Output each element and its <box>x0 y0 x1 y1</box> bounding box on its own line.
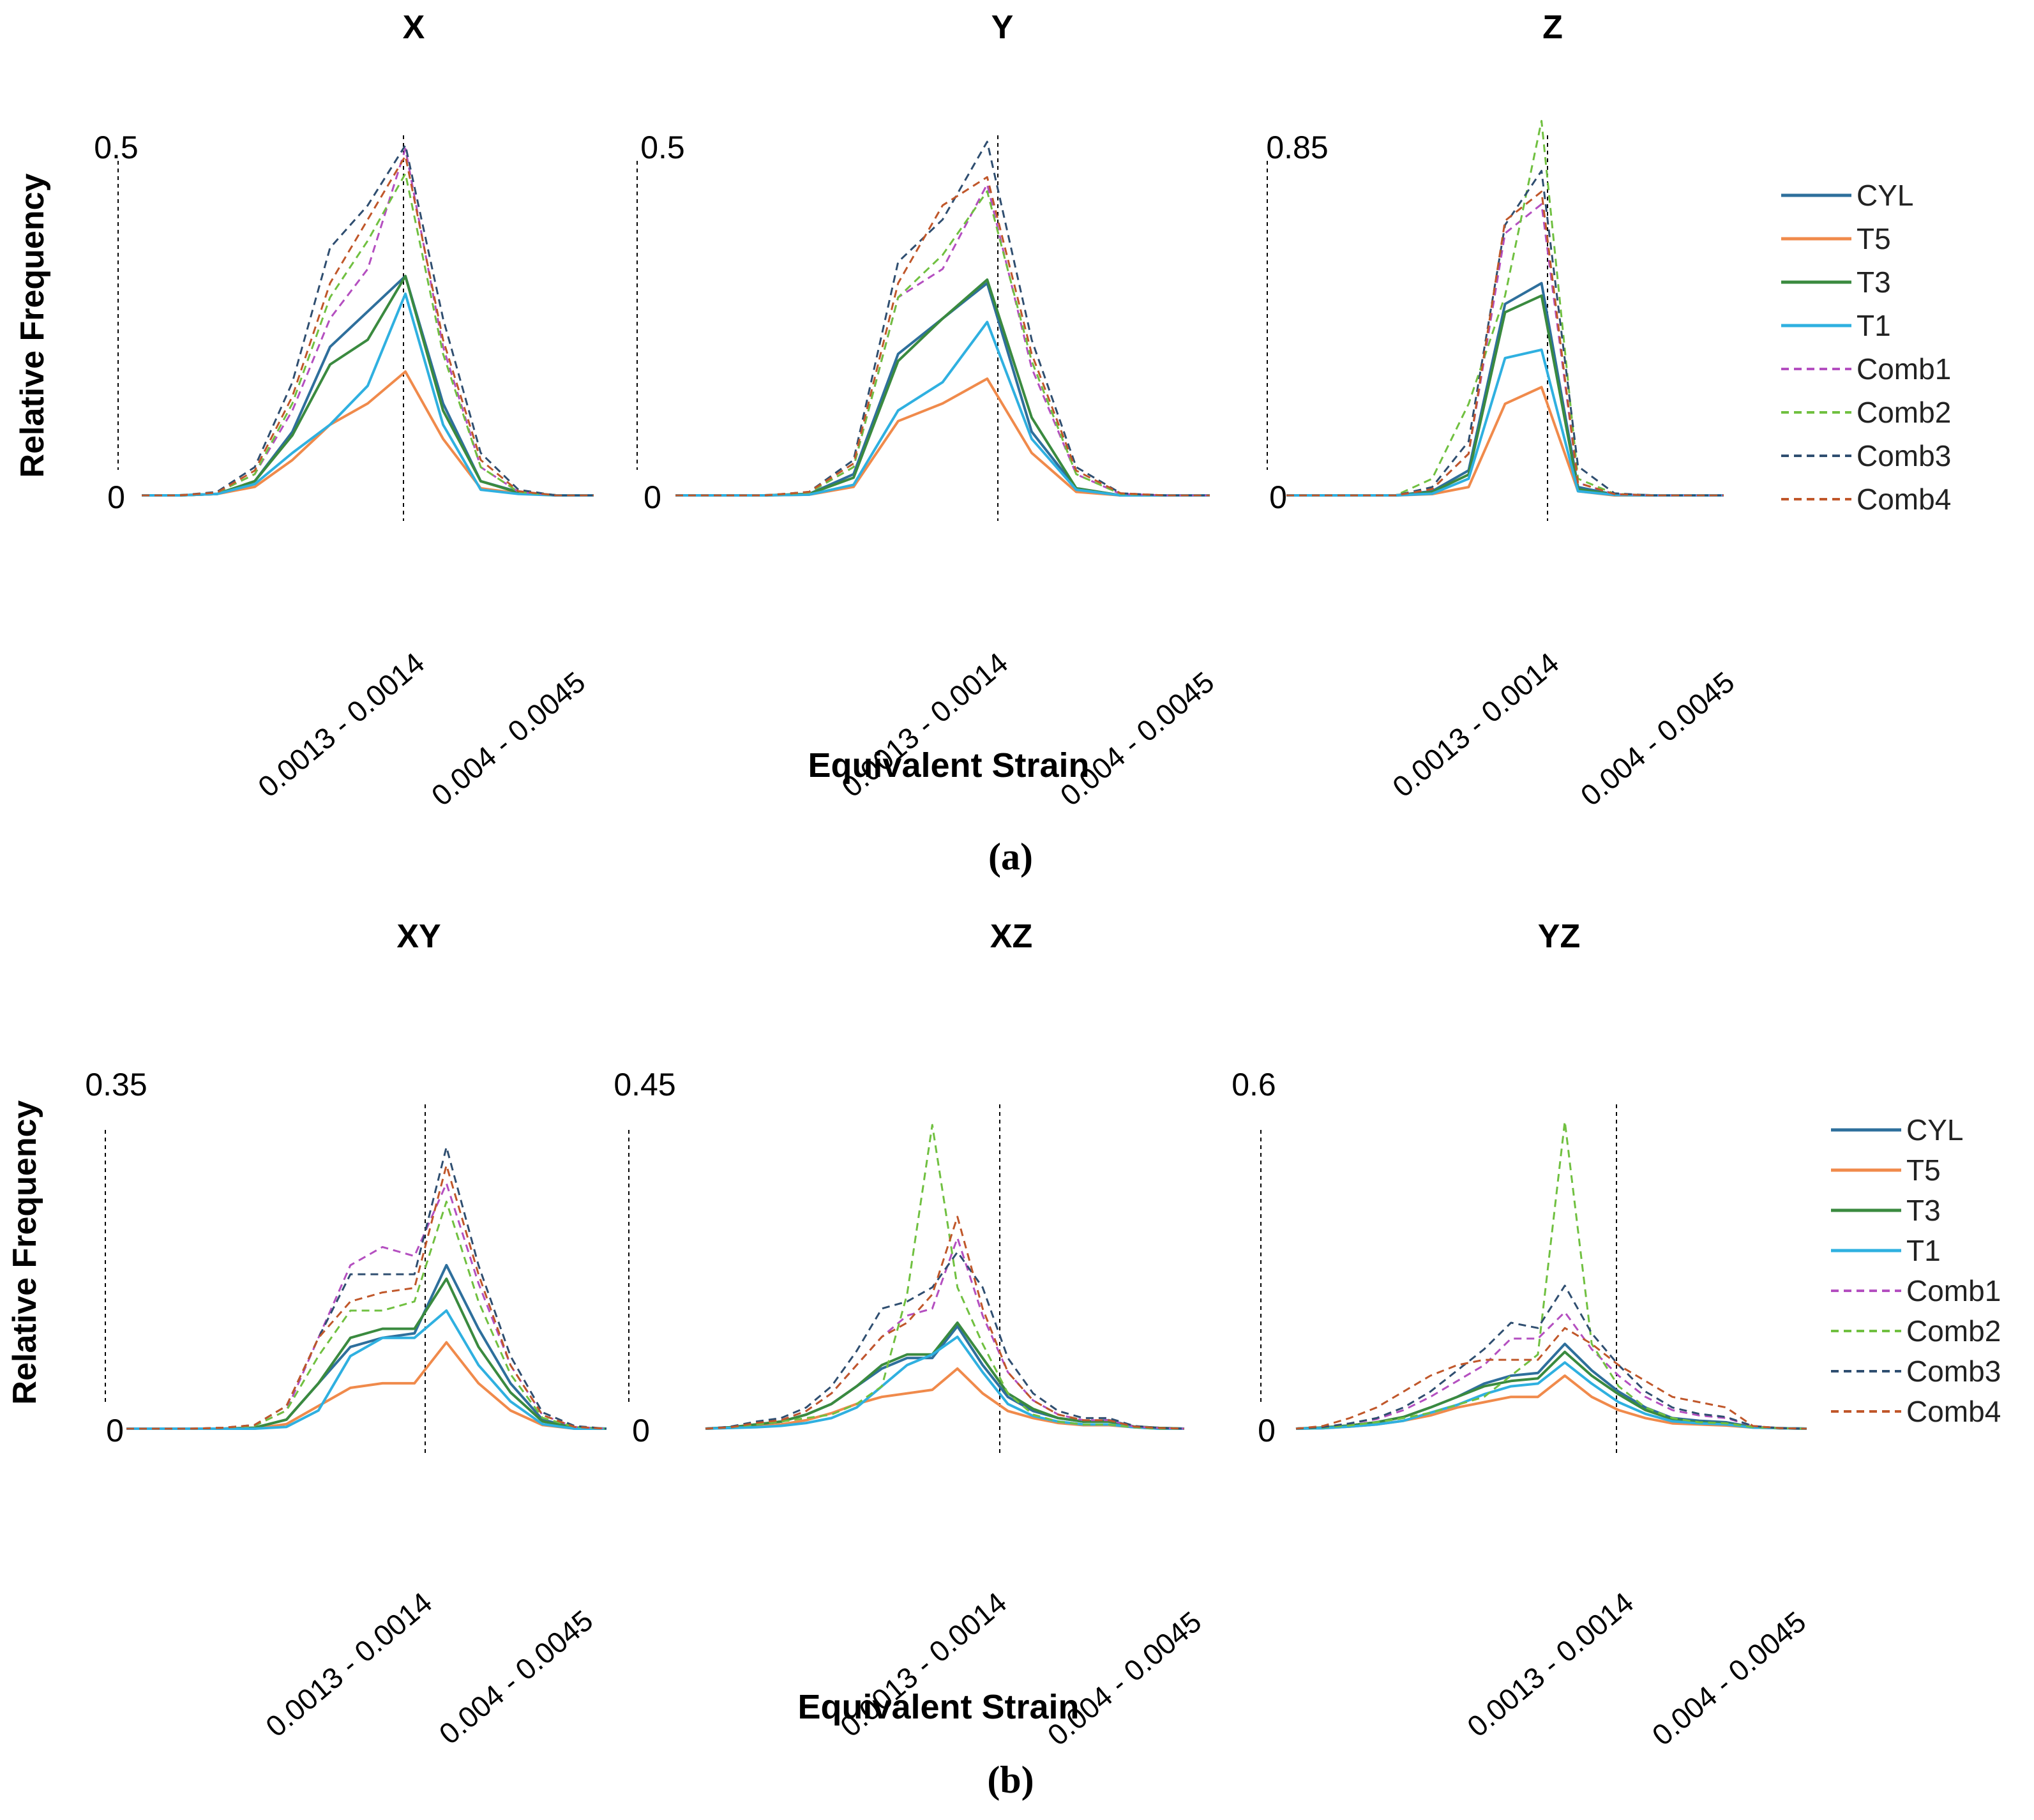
plot-z: 0.85 0 0.0013 - 0.0014 0.004 - 0.0045 <box>1266 119 1741 813</box>
series-line-t3 <box>675 278 1210 497</box>
legend-label-t3: T3 <box>1906 1194 1941 1227</box>
series-line-t3 <box>1286 294 1724 497</box>
series-line-t5 <box>1286 386 1724 497</box>
legend-label-t5: T5 <box>1857 222 1891 255</box>
series-line-cyl <box>705 1325 1185 1430</box>
plot-title-y: Y <box>991 9 1014 46</box>
y-tick-label-max: 0.6 <box>1232 1067 1276 1102</box>
series-line-comb2 <box>126 1200 607 1430</box>
legend-label-cyl: CYL <box>1906 1113 1963 1147</box>
legend-label-comb1: Comb1 <box>1857 352 1951 386</box>
y-tick-label-zero: 0 <box>1258 1413 1276 1448</box>
x-tick-label: 0.004 - 0.0045 <box>425 665 592 813</box>
plot-title-yz: YZ <box>1538 918 1580 955</box>
series-line-comb1 <box>1295 1311 1807 1430</box>
legend-label-cyl: CYL <box>1857 179 1913 212</box>
x-tick-label: 0.004 - 0.0045 <box>1041 1605 1208 1752</box>
series-line-comb4 <box>1286 190 1724 497</box>
y-axis-label-a: Relative Frequency <box>14 173 51 478</box>
series-line-comb1 <box>126 1182 607 1430</box>
series-line-comb1 <box>705 1237 1185 1430</box>
series-line-cyl <box>675 282 1210 497</box>
legend-label-t3: T3 <box>1857 266 1891 299</box>
caption-a: (a) <box>988 836 1033 878</box>
x-tick-label: 0.004 - 0.0045 <box>433 1604 599 1751</box>
series-line-comb4 <box>675 176 1210 497</box>
x-tick-label: 0.0013 - 0.0014 <box>259 1586 438 1743</box>
y-tick-label-max: 0.85 <box>1266 130 1328 165</box>
series-line-comb1 <box>142 147 594 497</box>
x-tick-label: 0.004 - 0.0045 <box>1646 1605 1812 1752</box>
y-tick-label-zero: 0 <box>1269 479 1287 515</box>
x-tick-label: 0.004 - 0.0045 <box>1054 665 1221 813</box>
plot-yz: 0.6 0 0.0013 - 0.0014 0.004 - 0.0045 <box>1232 1067 1812 1752</box>
series-line-comb4 <box>705 1215 1185 1430</box>
x-axis-label-b: Equivalent Strain <box>797 1688 1079 1726</box>
series-line-t5 <box>142 370 594 497</box>
legend-label-comb2: Comb2 <box>1906 1314 2001 1348</box>
legend-b: CYL T5 T3 T1 Comb1 Comb2 Comb3 Comb4 <box>1831 1113 2001 1428</box>
series-line-t1 <box>675 320 1210 497</box>
y-tick-label-max: 0.35 <box>85 1067 147 1102</box>
series-line-comb4 <box>126 1164 607 1430</box>
series-line-comb3 <box>705 1251 1185 1430</box>
y-tick-label-max: 0.45 <box>614 1067 675 1102</box>
series-line-comb3 <box>142 144 594 497</box>
series-line-t5 <box>675 377 1210 497</box>
x-axis-label-a: Equivalent Strain <box>808 746 1089 785</box>
series-line-comb4 <box>142 154 594 497</box>
y-tick-label-zero: 0 <box>644 479 661 515</box>
y-tick-label-zero: 0 <box>107 479 125 515</box>
legend-label-comb3: Comb3 <box>1857 439 1951 472</box>
legend-label-comb4: Comb4 <box>1906 1395 2001 1428</box>
plot-title-xz: XZ <box>990 918 1032 955</box>
plot-title-xy: XY <box>396 918 441 955</box>
y-tick-label-max: 0.5 <box>640 130 685 165</box>
y-tick-label-zero: 0 <box>632 1413 650 1448</box>
x-tick-label: 0.0013 - 0.0014 <box>1461 1586 1639 1743</box>
series-line-t3 <box>1295 1350 1807 1430</box>
plot-title-z: Z <box>1542 9 1563 46</box>
series-line-t1 <box>705 1335 1184 1430</box>
series-line-t1 <box>1286 348 1724 497</box>
series-line-t3 <box>705 1321 1185 1430</box>
series-line-comb2 <box>675 190 1210 497</box>
y-tick-label-max: 0.5 <box>94 130 139 165</box>
series-line-comb4 <box>1295 1327 1807 1430</box>
legend-label-comb4: Comb4 <box>1857 483 1951 516</box>
plot-title-x: X <box>403 9 425 46</box>
legend-label-comb3: Comb3 <box>1906 1355 2001 1388</box>
legend-label-t5: T5 <box>1906 1154 1941 1187</box>
y-axis-label-b: Relative Frequency <box>6 1100 43 1404</box>
series-line-comb3 <box>1286 170 1724 497</box>
x-tick-label: 0.004 - 0.0045 <box>1574 665 1741 813</box>
series-line-comb3 <box>1295 1284 1807 1430</box>
series-line-comb2 <box>1295 1120 1807 1430</box>
y-tick-label-zero: 0 <box>106 1413 124 1448</box>
legend-label-t1: T1 <box>1857 309 1891 342</box>
series-line-comb1 <box>1286 203 1724 497</box>
series-line-t1 <box>1295 1361 1807 1430</box>
series-line-t1 <box>142 292 594 497</box>
legend-a: CYL T5 T3 T1 Comb1 Comb2 Comb3 Comb4 <box>1781 179 1951 516</box>
series-line-comb2 <box>705 1124 1184 1430</box>
series-line-comb2 <box>142 172 594 497</box>
caption-b: (b) <box>987 1759 1034 1801</box>
series-line-comb1 <box>675 183 1210 497</box>
x-tick-label: 0.0013 - 0.0014 <box>252 646 430 804</box>
legend-label-comb2: Comb2 <box>1857 396 1951 429</box>
legend-label-t1: T1 <box>1906 1234 1941 1267</box>
plot-y: 0.500.0013 - 0.0014 0.004 - 0.0045 <box>637 130 1220 812</box>
x-tick-label: 0.0013 - 0.0014 <box>1386 646 1565 804</box>
legend-label-comb1: Comb1 <box>1906 1274 2001 1307</box>
